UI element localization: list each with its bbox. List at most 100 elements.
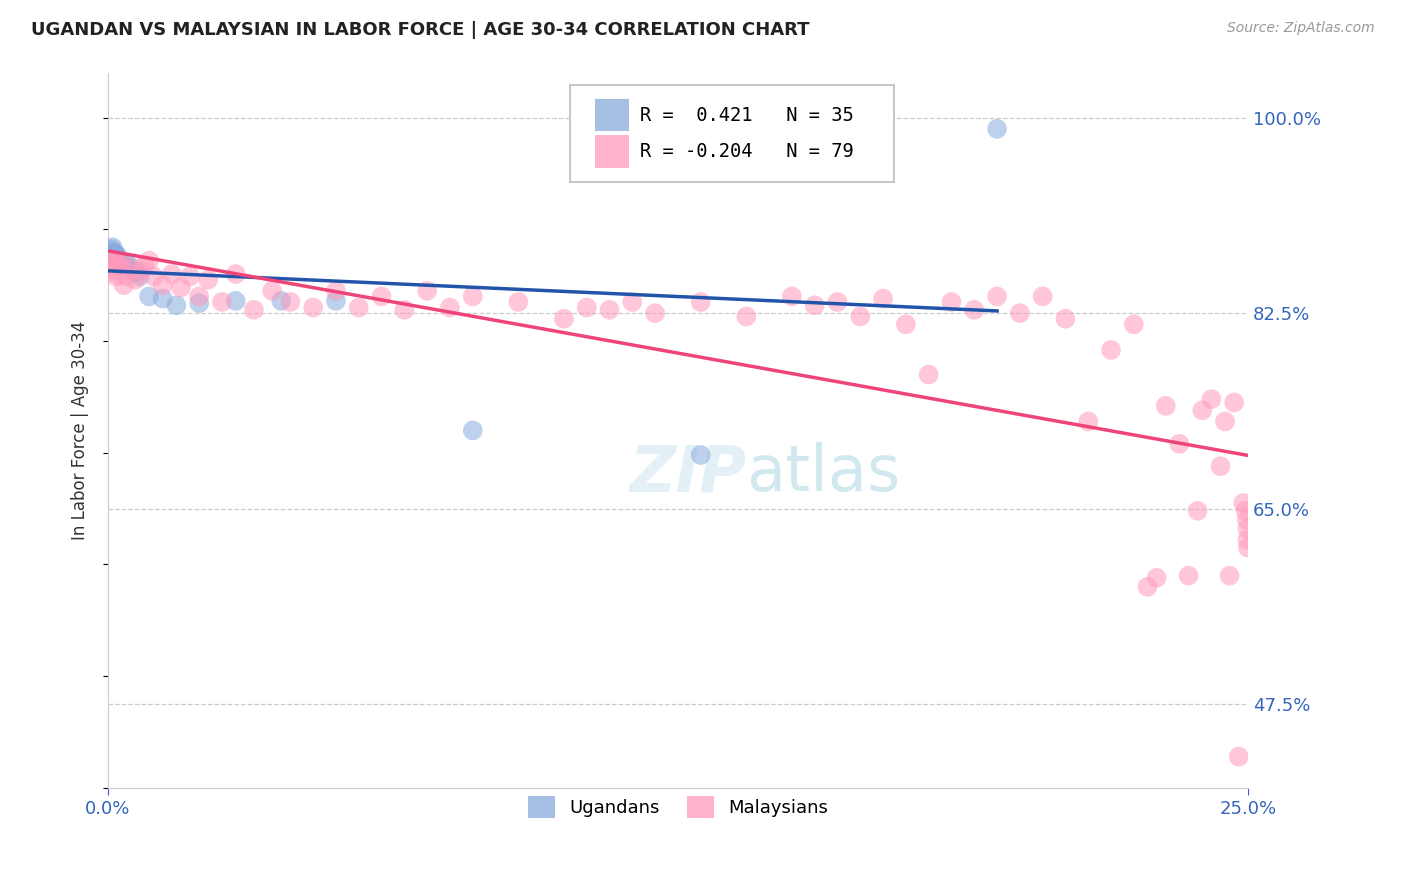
Text: R =  0.421   N = 35: R = 0.421 N = 35 xyxy=(640,106,853,125)
Point xyxy=(1236,513,1258,527)
Point xyxy=(735,310,758,324)
Point xyxy=(1227,749,1250,764)
Point xyxy=(188,296,211,310)
Y-axis label: In Labor Force | Age 30-34: In Labor Force | Age 30-34 xyxy=(72,321,89,540)
Point xyxy=(115,256,138,270)
Text: R = -0.204   N = 79: R = -0.204 N = 79 xyxy=(640,142,853,161)
Point xyxy=(827,295,849,310)
Point xyxy=(1236,522,1258,536)
Point xyxy=(105,247,128,261)
Point xyxy=(225,267,247,281)
Point xyxy=(439,301,461,315)
Point xyxy=(599,302,621,317)
Point xyxy=(1146,571,1168,585)
Point xyxy=(461,424,484,438)
Point xyxy=(1219,568,1241,582)
Point xyxy=(101,249,124,263)
Point xyxy=(211,295,233,310)
FancyBboxPatch shape xyxy=(595,136,628,168)
Point xyxy=(1032,289,1054,303)
Point xyxy=(894,318,917,332)
Point xyxy=(120,261,142,276)
Point xyxy=(1191,403,1213,417)
Point xyxy=(160,267,183,281)
Point xyxy=(138,289,160,303)
Point xyxy=(112,258,135,272)
Point xyxy=(111,256,134,270)
Point xyxy=(325,284,347,298)
Point xyxy=(1136,580,1159,594)
FancyBboxPatch shape xyxy=(569,85,894,182)
Point xyxy=(461,289,484,303)
Point xyxy=(1223,395,1246,409)
Point xyxy=(138,253,160,268)
Point xyxy=(689,448,711,462)
Point xyxy=(179,269,201,284)
Point xyxy=(103,265,125,279)
Point xyxy=(152,278,174,293)
Point xyxy=(105,249,128,263)
Point xyxy=(124,265,146,279)
Point xyxy=(142,269,165,284)
Point xyxy=(120,260,142,275)
Point xyxy=(112,278,135,293)
Point xyxy=(270,293,292,308)
Point xyxy=(104,247,127,261)
Point xyxy=(100,261,122,276)
Point xyxy=(325,293,347,308)
Point xyxy=(280,295,302,310)
Point xyxy=(104,249,127,263)
Point xyxy=(134,258,156,272)
Point xyxy=(100,243,122,257)
Text: UGANDAN VS MALAYSIAN IN LABOR FORCE | AGE 30-34 CORRELATION CHART: UGANDAN VS MALAYSIAN IN LABOR FORCE | AG… xyxy=(31,21,810,39)
Point xyxy=(1077,415,1099,429)
Point xyxy=(170,280,193,294)
Point xyxy=(553,311,575,326)
Point xyxy=(101,240,124,254)
Point xyxy=(101,247,124,261)
FancyBboxPatch shape xyxy=(595,99,628,131)
Point xyxy=(918,368,941,382)
Point xyxy=(849,310,872,324)
Point xyxy=(644,306,666,320)
Point xyxy=(1099,343,1122,357)
Point xyxy=(107,253,129,268)
Point xyxy=(347,301,370,315)
Point xyxy=(103,252,125,266)
Point xyxy=(963,302,986,317)
Point xyxy=(105,256,128,270)
Point xyxy=(1154,399,1177,413)
Point xyxy=(1177,568,1199,582)
Point xyxy=(108,258,131,272)
Point xyxy=(115,269,138,284)
Point xyxy=(129,269,152,284)
Point xyxy=(98,256,121,270)
Point xyxy=(243,302,266,317)
Point xyxy=(104,256,127,270)
Point xyxy=(986,289,1008,303)
Point xyxy=(689,295,711,310)
Point xyxy=(302,301,325,315)
Point xyxy=(107,252,129,266)
Point xyxy=(197,272,219,286)
Point xyxy=(416,284,439,298)
Point xyxy=(124,272,146,286)
Point xyxy=(103,249,125,263)
Point xyxy=(108,256,131,270)
Point xyxy=(575,301,598,315)
Point xyxy=(1122,318,1144,332)
Point xyxy=(1008,306,1031,320)
Point xyxy=(1187,504,1209,518)
Point xyxy=(394,302,416,317)
Point xyxy=(165,298,187,312)
Point xyxy=(1232,496,1254,510)
Point xyxy=(621,295,644,310)
Point xyxy=(872,292,894,306)
Text: atlas: atlas xyxy=(747,442,901,504)
Point xyxy=(508,295,530,310)
Point xyxy=(105,269,128,284)
Point xyxy=(105,256,128,270)
Point xyxy=(1168,437,1191,451)
Point xyxy=(101,244,124,259)
Point xyxy=(1236,533,1258,547)
